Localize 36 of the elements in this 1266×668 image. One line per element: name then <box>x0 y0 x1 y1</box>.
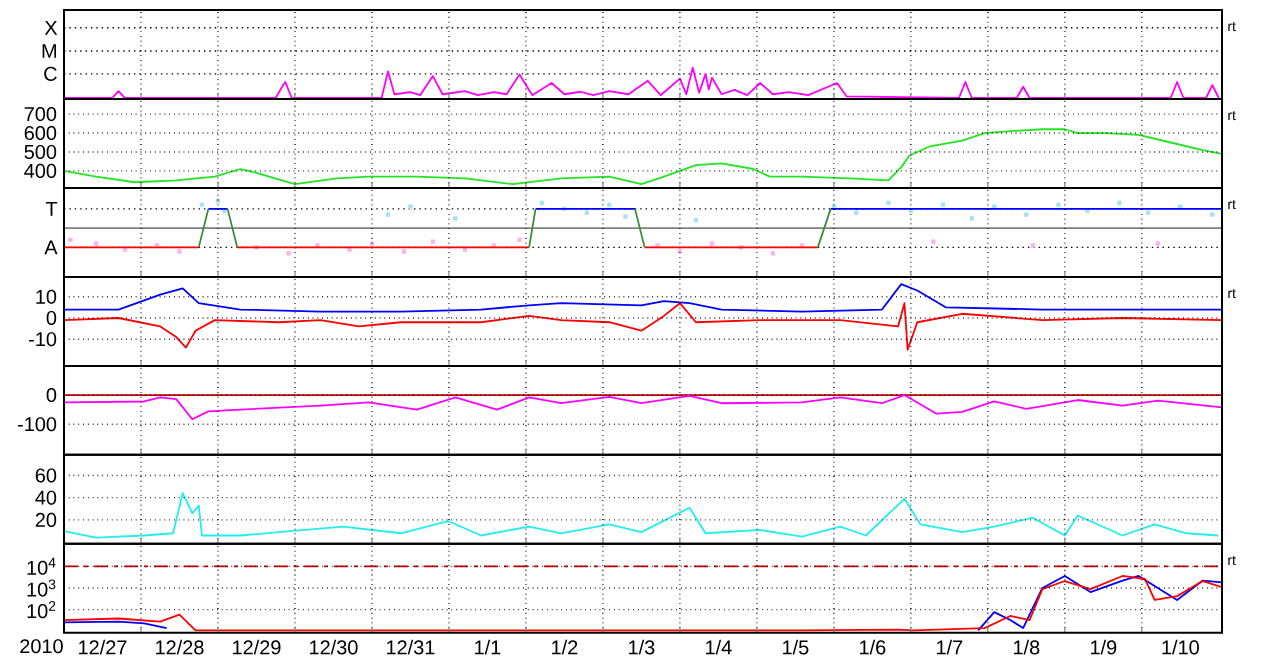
y-tick-label: 0 <box>46 388 57 403</box>
y-tick-label: 60 <box>35 468 57 483</box>
x-tick-label: 1/7 <box>937 639 963 655</box>
x-tick-label: 1/2 <box>552 639 578 655</box>
y-tick-label: 700 <box>24 107 57 122</box>
x-tick-label: 1/9 <box>1091 639 1117 655</box>
ref-line-label: X <box>44 20 58 35</box>
x-tick-label: 12/27 <box>79 639 127 655</box>
x-tick-label: 12/31 <box>387 639 435 655</box>
x-tick-label: 12/28 <box>156 639 204 655</box>
y-tick-label: 10 <box>36 289 57 304</box>
y-tick-label: 40 <box>35 490 57 505</box>
y-tick-label: 0 <box>46 310 57 326</box>
x-tick-label: 12/29 <box>233 639 281 655</box>
x-tick-label: 1/4 <box>706 639 732 655</box>
x-tick-label: 1/8 <box>1014 639 1040 655</box>
ref-line-label: A <box>44 240 58 255</box>
ref-line-label: M <box>42 44 56 58</box>
x-tick-label: 1/6 <box>860 639 886 655</box>
y-tick-label: -100 <box>17 417 57 432</box>
x-tick-label: 1/3 <box>629 639 655 655</box>
y-tick-label: 10$^{4}$ <box>27 557 56 575</box>
x-tick-label: 12/30 <box>310 639 358 655</box>
y-tick-label: 500 <box>24 144 57 160</box>
y-tick-label: 20 <box>35 512 57 527</box>
y-tick-label: 10$^{3}$ <box>27 579 56 597</box>
x-tick-label: 1/10 <box>1162 639 1199 655</box>
x-tick-label: 1/1 <box>475 639 501 655</box>
y-tick-label: 10$^{2}$ <box>27 601 56 619</box>
ref-line-label: C <box>44 66 57 81</box>
ref-line-label: T <box>45 202 58 216</box>
y-tick-label: 400 <box>24 163 57 178</box>
x-axis-title: 2010 <box>20 639 63 654</box>
x-tick-label: 1/5 <box>783 639 809 655</box>
y-tick-label: -10 <box>29 332 57 347</box>
y-tick-label: 600 <box>24 125 57 141</box>
